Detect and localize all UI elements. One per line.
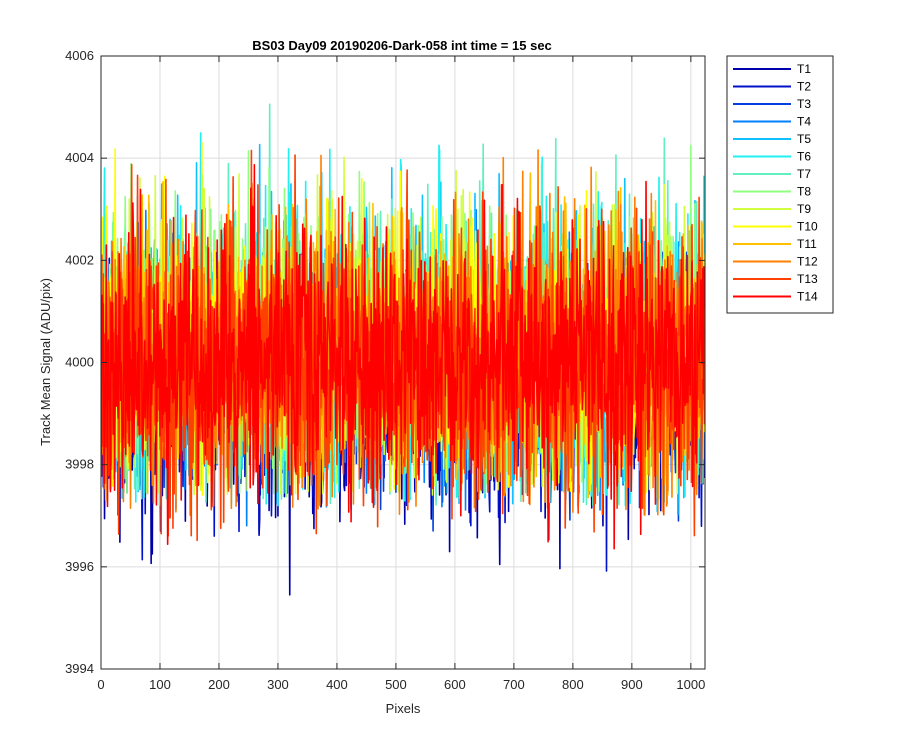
legend-label-t7: T7 (797, 167, 811, 181)
y-tick-label: 4006 (65, 48, 94, 63)
chart-title: BS03 Day09 20190206-Dark-058 int time = … (252, 38, 552, 53)
legend-label-t2: T2 (797, 80, 811, 94)
legend-label-t6: T6 (797, 150, 811, 164)
series-lines (101, 103, 705, 596)
x-axis-label: Pixels (386, 701, 421, 716)
x-tick-label: 200 (208, 677, 230, 692)
y-tick-label: 3994 (65, 661, 94, 676)
legend-label-t10: T10 (797, 220, 818, 234)
legend-label-t13: T13 (797, 272, 818, 286)
x-tick-label: 100 (149, 677, 171, 692)
y-tick-label: 3998 (65, 457, 94, 472)
x-tick-label: 900 (621, 677, 643, 692)
legend-label-t3: T3 (797, 97, 811, 111)
legend-label-t9: T9 (797, 202, 811, 216)
y-tick-label: 3996 (65, 559, 94, 574)
x-tick-label: 600 (444, 677, 466, 692)
x-tick-label: 500 (385, 677, 407, 692)
y-tick-label: 4002 (65, 252, 94, 267)
legend-label-t1: T1 (797, 62, 811, 76)
legend-label-t4: T4 (797, 115, 811, 129)
x-tick-label: 1000 (676, 677, 705, 692)
legend-label-t12: T12 (797, 255, 818, 269)
x-tick-label: 700 (503, 677, 525, 692)
x-tick-label: 300 (267, 677, 289, 692)
y-tick-label: 4004 (65, 150, 94, 165)
x-tick-label: 400 (326, 677, 348, 692)
y-axis-label: Track Mean Signal (ADU/pix) (38, 278, 53, 446)
legend-label-t11: T11 (797, 237, 817, 251)
legend-label-t8: T8 (797, 185, 811, 199)
y-tick-labels: 3994 3996 3998 4000 4002 4004 4006 (65, 48, 94, 676)
y-tick-label: 4000 (65, 355, 94, 370)
legend: T1 T2 T3 T4 T5 T6 T7 T8 T9 T10 T11 T12 T13 T14 (726, 55, 834, 314)
x-tick-label: 0 (97, 677, 104, 692)
axis-ticks (100, 55, 705, 670)
x-tick-label: 800 (562, 677, 584, 692)
series-line-t14 (101, 163, 705, 550)
legend-label-t5: T5 (797, 132, 811, 146)
legend-label-t14: T14 (797, 290, 818, 304)
x-tick-labels: 0 100 200 300 400 500 600 700 800 900 1000 (97, 677, 705, 692)
legend-box (726, 55, 834, 314)
